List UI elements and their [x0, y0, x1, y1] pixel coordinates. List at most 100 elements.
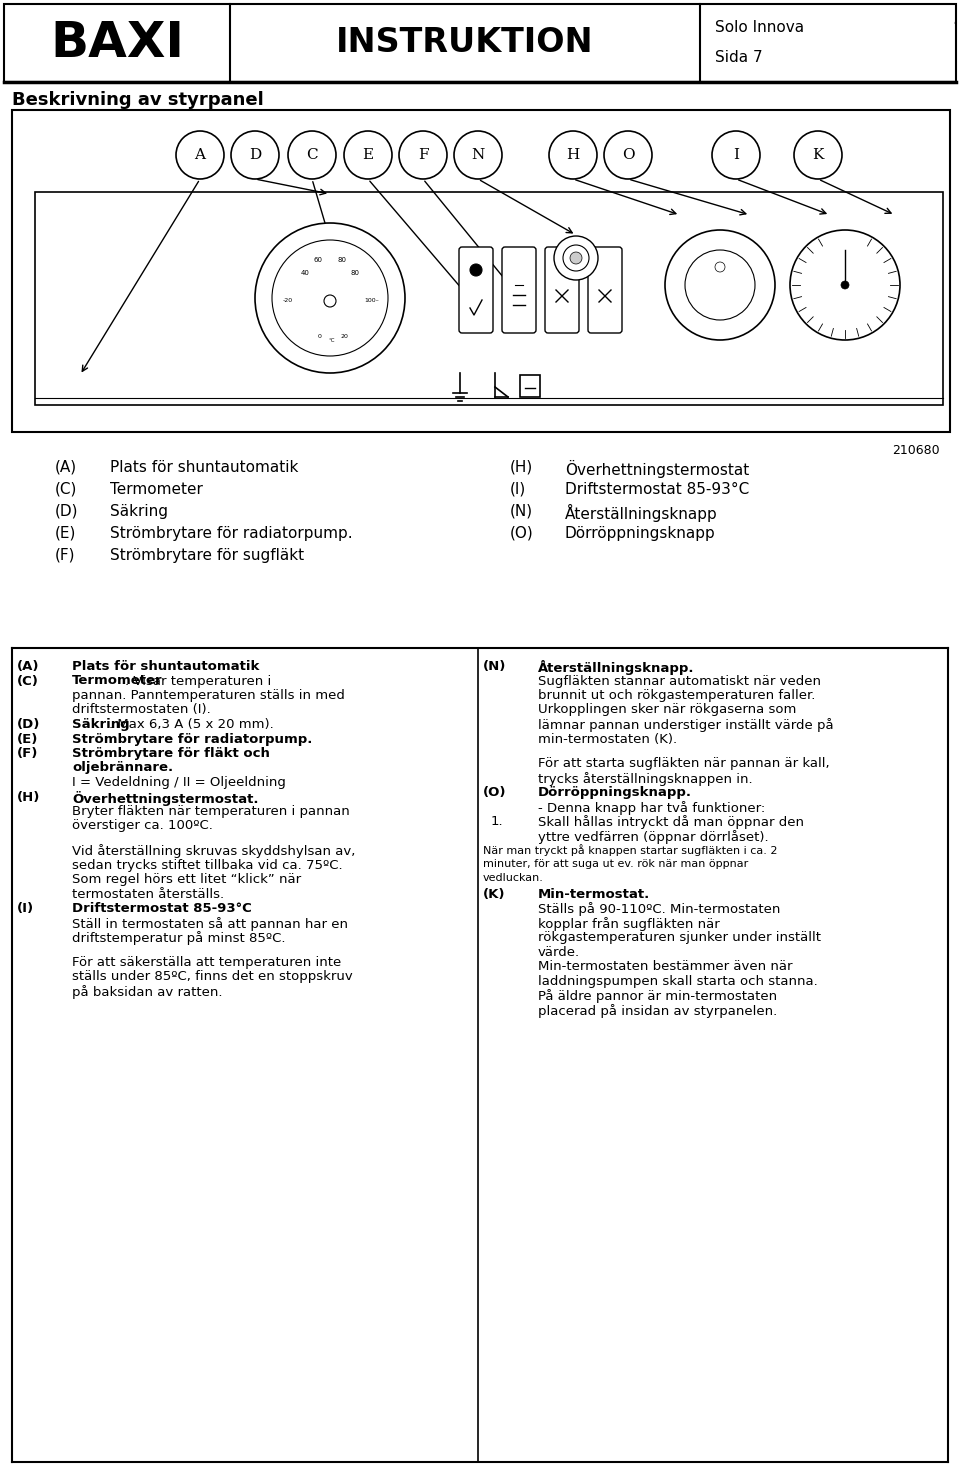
Text: I = Vedeldning / II = Oljeeldning: I = Vedeldning / II = Oljeeldning: [72, 777, 286, 788]
Text: Sugfläkten stannar automatiskt när veden: Sugfläkten stannar automatiskt när veden: [538, 674, 821, 688]
Text: Min-termostat.: Min-termostat.: [538, 888, 650, 901]
Text: (N): (N): [510, 504, 533, 519]
Text: minuter, för att suga ut ev. rök när man öppnar: minuter, för att suga ut ev. rök när man…: [483, 858, 748, 868]
Text: (N): (N): [483, 659, 506, 673]
FancyBboxPatch shape: [545, 247, 579, 333]
Text: Solo Innova: Solo Innova: [715, 21, 804, 36]
Text: C: C: [306, 148, 318, 162]
Circle shape: [790, 230, 900, 339]
Text: . Max 6,3 A (5 x 20 mm).: . Max 6,3 A (5 x 20 mm).: [109, 717, 274, 731]
Text: N: N: [471, 148, 485, 162]
Text: kopplar från sugfläkten när: kopplar från sugfläkten när: [538, 917, 720, 931]
Circle shape: [665, 230, 775, 339]
Text: brunnit ut och rökgastemperaturen faller.: brunnit ut och rökgastemperaturen faller…: [538, 689, 815, 702]
Text: värde.: värde.: [538, 946, 580, 959]
Text: ställs under 85ºC, finns det en stoppskruv: ställs under 85ºC, finns det en stoppskr…: [72, 971, 352, 983]
Text: (I): (I): [510, 482, 526, 496]
Text: O: O: [622, 148, 635, 162]
Text: termostaten återställs.: termostaten återställs.: [72, 888, 224, 901]
Text: (F): (F): [55, 548, 76, 563]
Text: (A): (A): [55, 459, 77, 476]
Text: K: K: [812, 148, 824, 162]
Text: Ställ in termostaten så att pannan har en: Ställ in termostaten så att pannan har e…: [72, 917, 348, 931]
Circle shape: [288, 130, 336, 179]
Text: driftstemperatur på minst 85ºC.: driftstemperatur på minst 85ºC.: [72, 931, 285, 946]
Text: (A): (A): [17, 659, 39, 673]
Circle shape: [712, 130, 760, 179]
Text: Återställningsknapp: Återställningsknapp: [565, 504, 718, 522]
Text: För att starta sugfläkten när pannan är kall,: För att starta sugfläkten när pannan är …: [538, 757, 829, 771]
Text: 60: 60: [314, 256, 323, 262]
Text: Dörröppningsknapp: Dörröppningsknapp: [565, 526, 716, 541]
Text: på baksidan av ratten.: på baksidan av ratten.: [72, 986, 223, 999]
Text: oljebrännare.: oljebrännare.: [72, 762, 173, 775]
Text: När man tryckt på knappen startar sugfläkten i ca. 2: När man tryckt på knappen startar sugflä…: [483, 845, 778, 857]
Text: Sida 7: Sida 7: [715, 50, 762, 65]
Text: Säkring: Säkring: [72, 717, 130, 731]
Text: Plats för shuntautomatik: Plats för shuntautomatik: [72, 659, 259, 673]
Text: Urkopplingen sker när rökgaserna som: Urkopplingen sker när rökgaserna som: [538, 704, 797, 716]
Text: För att säkerställa att temperaturen inte: För att säkerställa att temperaturen int…: [72, 956, 341, 969]
Text: °C: °C: [328, 338, 335, 342]
Text: Termometer: Termometer: [72, 674, 162, 688]
Text: Min-termostaten bestämmer även när: Min-termostaten bestämmer även när: [538, 960, 793, 974]
Text: Vid återställning skruvas skyddshylsan av,: Vid återställning skruvas skyddshylsan a…: [72, 845, 355, 858]
Text: Strömbrytare för fläkt och: Strömbrytare för fläkt och: [72, 747, 270, 760]
Text: laddningspumpen skall starta och stanna.: laddningspumpen skall starta och stanna.: [538, 975, 818, 987]
FancyBboxPatch shape: [459, 247, 493, 333]
Text: 1.: 1.: [491, 815, 504, 828]
Text: vedluckan.: vedluckan.: [483, 873, 544, 883]
Text: 210680: 210680: [893, 443, 940, 456]
Text: F: F: [418, 148, 428, 162]
Text: Överhettningstermostat.: Överhettningstermostat.: [72, 790, 258, 806]
Text: Beskrivning av styrpanel: Beskrivning av styrpanel: [12, 90, 264, 110]
Text: (C): (C): [55, 482, 78, 496]
Text: - Denna knapp har två funktioner:: - Denna knapp har två funktioner:: [538, 800, 765, 815]
Text: 80: 80: [350, 270, 359, 276]
Circle shape: [794, 130, 842, 179]
Text: 20: 20: [340, 333, 348, 338]
Circle shape: [344, 130, 392, 179]
Bar: [4, 4, 956, 82]
Text: Ställs på 90-110ºC. Min-termostaten: Ställs på 90-110ºC. Min-termostaten: [538, 903, 780, 916]
Text: (I): (I): [17, 903, 35, 916]
Text: Som regel hörs ett litet “klick” när: Som regel hörs ett litet “klick” när: [72, 873, 301, 886]
Text: A: A: [195, 148, 205, 162]
Text: (F): (F): [17, 747, 38, 760]
Text: Driftstermostat 85-93°C: Driftstermostat 85-93°C: [565, 482, 749, 496]
Text: . Visar temperaturen i: . Visar temperaturen i: [125, 674, 272, 688]
Circle shape: [324, 295, 336, 307]
Circle shape: [255, 222, 405, 373]
Text: (E): (E): [55, 526, 77, 541]
Text: lämnar pannan understiger inställt värde på: lämnar pannan understiger inställt värde…: [538, 717, 833, 732]
Circle shape: [715, 262, 725, 273]
Circle shape: [570, 252, 582, 264]
Text: (D): (D): [55, 504, 79, 519]
Text: INSTRUKTION: INSTRUKTION: [336, 27, 594, 59]
Text: överstiger ca. 100ºC.: överstiger ca. 100ºC.: [72, 820, 213, 833]
Circle shape: [399, 130, 447, 179]
Text: BAXI: BAXI: [50, 19, 184, 67]
Circle shape: [685, 250, 755, 320]
Text: Strömbrytare för radiatorpump.: Strömbrytare för radiatorpump.: [110, 526, 352, 541]
Text: 80: 80: [338, 256, 347, 262]
Text: Termometer: Termometer: [110, 482, 203, 496]
Text: trycks återställningsknappen in.: trycks återställningsknappen in.: [538, 772, 753, 785]
Text: D: D: [249, 148, 261, 162]
Text: .: .: [952, 10, 958, 28]
Bar: [520, 375, 540, 397]
Text: (E): (E): [17, 732, 38, 745]
Circle shape: [231, 130, 279, 179]
Text: driftstermostaten (I).: driftstermostaten (I).: [72, 704, 211, 716]
Text: (K): (K): [483, 888, 506, 901]
Text: Dörröppningsknapp.: Dörröppningsknapp.: [538, 785, 692, 799]
Text: På äldre pannor är min-termostaten: På äldre pannor är min-termostaten: [538, 988, 778, 1003]
Text: -20: -20: [283, 298, 293, 302]
Text: Överhettningstermostat: Överhettningstermostat: [565, 459, 749, 479]
Text: H: H: [566, 148, 580, 162]
Text: rökgastemperaturen sjunker under inställt: rökgastemperaturen sjunker under inställ…: [538, 931, 821, 944]
Circle shape: [841, 282, 849, 289]
Text: 40: 40: [300, 270, 309, 276]
Text: I: I: [733, 148, 739, 162]
Circle shape: [563, 245, 589, 271]
